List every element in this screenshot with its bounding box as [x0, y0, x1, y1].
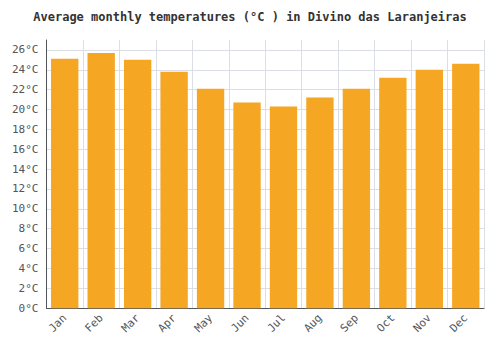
svg-text:10°C: 10°C: [12, 202, 39, 215]
svg-text:Dec: Dec: [447, 312, 470, 335]
svg-text:12°C: 12°C: [12, 182, 39, 195]
svg-text:14°C: 14°C: [12, 163, 39, 176]
svg-text:6°C: 6°C: [19, 242, 39, 255]
svg-text:4°C: 4°C: [19, 262, 39, 275]
svg-text:Jan: Jan: [46, 312, 69, 335]
svg-text:Average monthly temperatures (: Average monthly temperatures (°C ) in Di…: [33, 10, 466, 24]
svg-text:May: May: [192, 311, 215, 334]
svg-text:Oct: Oct: [374, 312, 397, 335]
svg-text:Nov: Nov: [411, 311, 434, 334]
svg-text:Apr: Apr: [155, 311, 178, 334]
svg-text:Feb: Feb: [83, 312, 106, 335]
svg-text:Jul: Jul: [265, 312, 288, 335]
svg-text:8°C: 8°C: [19, 222, 39, 235]
svg-text:22°C: 22°C: [12, 83, 39, 96]
svg-text:18°C: 18°C: [12, 123, 39, 136]
svg-text:Mar: Mar: [119, 311, 142, 334]
svg-text:Sep: Sep: [338, 312, 361, 335]
svg-text:0°C: 0°C: [19, 302, 39, 315]
svg-text:20°C: 20°C: [12, 103, 39, 116]
svg-text:26°C: 26°C: [12, 43, 39, 56]
svg-text:Jun: Jun: [228, 312, 251, 335]
svg-text:16°C: 16°C: [12, 143, 39, 156]
svg-text:2°C: 2°C: [19, 282, 39, 295]
svg-text:Aug: Aug: [301, 312, 324, 335]
svg-text:24°C: 24°C: [12, 63, 39, 76]
